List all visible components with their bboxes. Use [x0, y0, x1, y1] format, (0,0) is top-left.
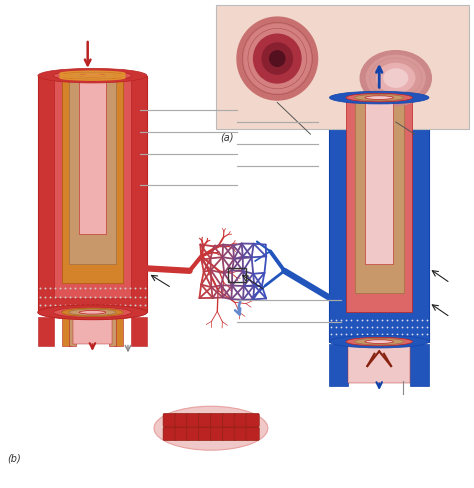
Circle shape [237, 17, 318, 100]
Ellipse shape [355, 95, 404, 101]
Bar [62, 76, 123, 283]
Bar [62, 317, 71, 346]
FancyBboxPatch shape [210, 413, 224, 427]
Ellipse shape [365, 340, 393, 344]
Bar [228, 268, 246, 282]
Ellipse shape [38, 68, 147, 83]
Ellipse shape [54, 307, 131, 318]
FancyBboxPatch shape [234, 413, 247, 427]
FancyBboxPatch shape [187, 427, 200, 441]
FancyBboxPatch shape [234, 427, 247, 441]
Ellipse shape [365, 96, 393, 100]
Bar [131, 317, 147, 346]
Circle shape [262, 43, 292, 74]
FancyBboxPatch shape [175, 413, 188, 427]
FancyBboxPatch shape [329, 344, 348, 386]
FancyBboxPatch shape [199, 413, 212, 427]
FancyBboxPatch shape [222, 413, 236, 427]
FancyBboxPatch shape [199, 427, 212, 441]
FancyBboxPatch shape [163, 427, 176, 441]
Circle shape [254, 34, 301, 83]
Ellipse shape [377, 63, 415, 93]
Bar [355, 98, 404, 293]
FancyBboxPatch shape [246, 427, 259, 441]
Ellipse shape [38, 305, 147, 320]
FancyBboxPatch shape [210, 427, 224, 441]
Bar [109, 317, 116, 346]
Ellipse shape [346, 337, 412, 346]
Ellipse shape [69, 72, 116, 79]
Ellipse shape [154, 406, 268, 450]
Bar [329, 98, 429, 342]
Ellipse shape [79, 310, 106, 314]
Ellipse shape [346, 93, 412, 102]
FancyBboxPatch shape [410, 344, 429, 386]
FancyBboxPatch shape [222, 427, 236, 441]
Text: (b): (b) [7, 453, 21, 463]
Bar [216, 5, 469, 129]
Bar [346, 98, 412, 312]
Ellipse shape [329, 91, 429, 104]
Ellipse shape [62, 308, 123, 316]
Bar [79, 76, 106, 234]
FancyBboxPatch shape [163, 413, 176, 427]
Ellipse shape [329, 335, 429, 348]
Bar [365, 98, 393, 264]
Ellipse shape [384, 69, 408, 87]
Ellipse shape [355, 339, 404, 345]
Ellipse shape [38, 305, 147, 320]
Ellipse shape [54, 70, 131, 81]
Circle shape [270, 51, 285, 66]
Ellipse shape [366, 55, 425, 101]
Bar [69, 76, 116, 264]
Ellipse shape [360, 51, 431, 105]
FancyBboxPatch shape [175, 427, 188, 441]
FancyBboxPatch shape [246, 413, 259, 427]
Bar [73, 317, 112, 344]
Bar [348, 346, 410, 383]
Ellipse shape [69, 309, 116, 316]
Ellipse shape [62, 72, 123, 80]
Ellipse shape [79, 74, 106, 78]
Bar [69, 317, 76, 346]
Bar [38, 76, 147, 312]
Circle shape [244, 24, 310, 93]
Text: (a): (a) [220, 132, 234, 142]
FancyBboxPatch shape [187, 413, 200, 427]
Bar [114, 317, 123, 346]
Bar [38, 317, 54, 346]
Bar [54, 76, 131, 298]
